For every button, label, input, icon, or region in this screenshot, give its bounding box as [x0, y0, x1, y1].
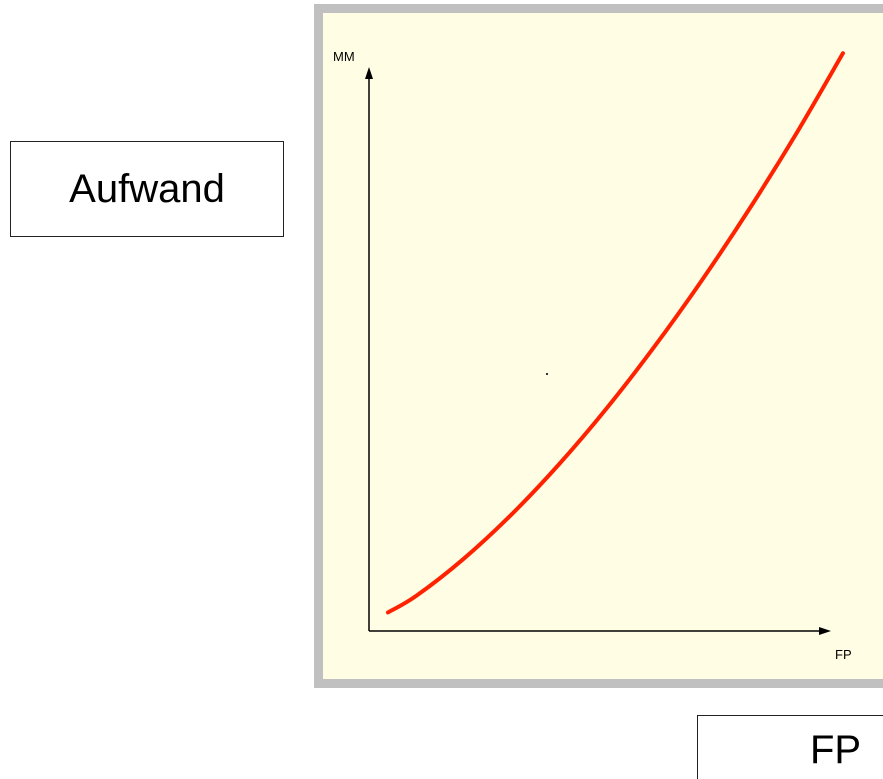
fp-label-box: FP: [697, 715, 883, 779]
y-axis-label: MM: [333, 49, 355, 64]
effort-curve-chart: MM FP: [333, 49, 852, 662]
fp-label: FP: [810, 727, 862, 772]
y-axis-arrow: [365, 67, 373, 79]
aufwand-label-box: Aufwand: [10, 141, 284, 237]
x-axis-arrow: [819, 627, 831, 635]
stray-dot: [546, 373, 548, 375]
aufwand-label: Aufwand: [69, 166, 225, 211]
chart-plot-area: MM FP: [323, 13, 883, 679]
effort-curve-series: [385, 51, 845, 615]
chart-frame: MM FP: [314, 4, 883, 688]
x-axis-label: FP: [835, 647, 852, 662]
